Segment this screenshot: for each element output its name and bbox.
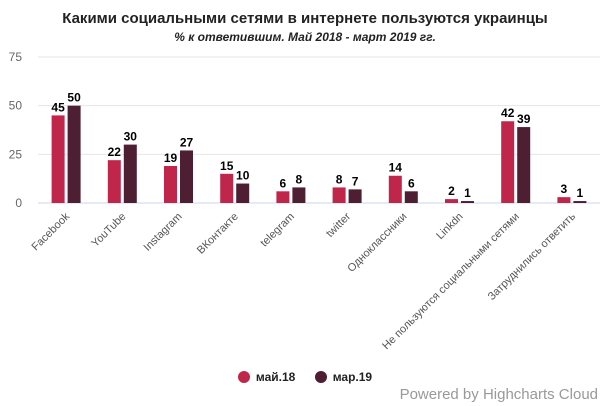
x-tick-label: ВКонтакте <box>195 211 241 257</box>
data-label: 8 <box>336 172 343 186</box>
bar[interactable] <box>107 160 121 203</box>
bar[interactable] <box>51 115 65 203</box>
bar[interactable] <box>180 150 193 203</box>
data-label: 6 <box>280 176 287 190</box>
legend-label: май.18 <box>255 370 296 384</box>
chart-subtitle: % к ответившим. Май 2018 - март 2019 гг. <box>174 30 436 44</box>
x-tick-label: YouTube <box>89 211 128 250</box>
bar[interactable] <box>501 121 515 203</box>
data-label: 30 <box>124 130 138 144</box>
data-label: 50 <box>67 91 81 105</box>
x-tick-label: twitter <box>324 210 353 239</box>
bar[interactable] <box>404 191 418 203</box>
y-tick-label: 25 <box>9 147 23 161</box>
legend: май.18 мар.19 <box>0 370 610 386</box>
data-label: 19 <box>164 151 178 165</box>
bar[interactable] <box>557 197 571 203</box>
data-label: 6 <box>408 176 415 190</box>
data-label: 7 <box>352 174 359 188</box>
bar[interactable] <box>517 127 531 203</box>
y-tick-label: 75 <box>9 50 23 64</box>
data-label: 1 <box>464 186 471 200</box>
legend-marker <box>314 371 327 383</box>
x-tick-label: Linkdn <box>434 211 465 242</box>
x-tick-label: telegram <box>258 211 297 250</box>
data-label: 10 <box>236 169 250 183</box>
bar[interactable] <box>67 105 81 203</box>
legend-item-mar19[interactable]: мар.19 <box>314 370 373 384</box>
chart-title: Какими социальными сетями в интернете по… <box>62 10 548 27</box>
credits-link[interactable]: Powered by Highcharts Cloud <box>399 386 598 403</box>
legend-label: мар.19 <box>332 370 373 384</box>
data-label: 45 <box>51 100 65 114</box>
data-label: 3 <box>561 182 568 196</box>
y-tick-label: 0 <box>15 196 22 210</box>
data-label: 39 <box>517 112 531 126</box>
data-label: 27 <box>180 135 194 149</box>
data-label: 15 <box>220 159 234 173</box>
data-label: 1 <box>577 186 584 200</box>
x-tick-label: Одноклассники <box>345 211 409 275</box>
bar[interactable] <box>461 201 474 203</box>
bar[interactable] <box>348 189 362 203</box>
data-label: 42 <box>501 106 515 120</box>
legend-marker <box>237 371 250 383</box>
x-tick-label: Instagram <box>142 211 185 254</box>
x-tick-label: Facebook <box>30 210 73 253</box>
bar[interactable] <box>123 144 137 203</box>
data-label: 8 <box>296 172 303 186</box>
bar[interactable] <box>573 201 587 203</box>
bar[interactable] <box>276 191 290 203</box>
bar[interactable] <box>332 187 346 203</box>
bar[interactable] <box>292 187 306 203</box>
data-label: 14 <box>389 161 403 175</box>
data-label: 22 <box>108 145 122 159</box>
y-tick-label: 50 <box>9 99 23 113</box>
bar[interactable] <box>164 166 177 203</box>
bar[interactable] <box>445 199 458 203</box>
legend-item-may18[interactable]: май.18 <box>237 370 296 384</box>
data-label: 2 <box>448 184 455 198</box>
bar[interactable] <box>220 173 234 203</box>
bar[interactable] <box>388 175 402 203</box>
bar[interactable] <box>236 183 250 203</box>
